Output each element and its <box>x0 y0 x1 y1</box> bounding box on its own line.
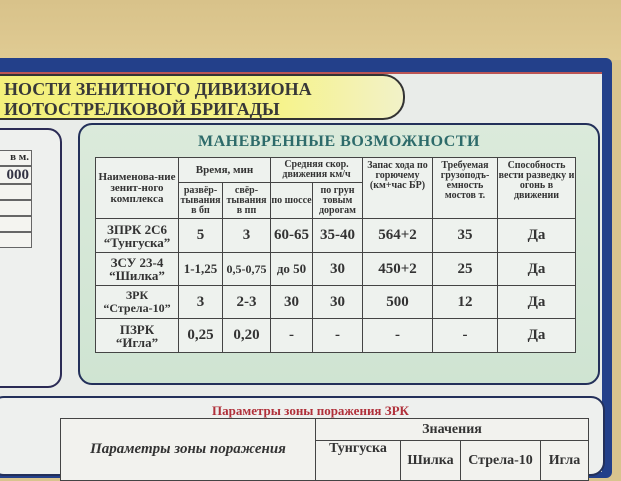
header-bridge: Требуемая грузоподъ-емность мостов т. <box>432 157 498 219</box>
ability: Да <box>497 252 576 286</box>
fuel-range: 500 <box>362 285 433 319</box>
left-header: в м. <box>0 150 32 166</box>
collapse-time: 0,5-0,75 <box>222 252 271 286</box>
left-cell <box>0 184 32 200</box>
ability: Да <box>497 318 576 353</box>
left-cell <box>0 232 32 248</box>
highway-speed: 30 <box>270 285 313 319</box>
system-name: ЗПРК 2С6 “Тунгуска” <box>95 218 179 253</box>
table-row: ЗСУ 23-4 “Шилка” 1-1,25 0,5-0,75 до 50 30… <box>95 252 576 286</box>
zone-system: Тунгуска <box>315 440 401 481</box>
zone-param-header: Параметры зоны поражения <box>60 418 316 481</box>
highway-speed: до 50 <box>270 252 313 286</box>
fuel-range: 564+2 <box>362 218 433 253</box>
ability: Да <box>497 218 576 253</box>
fuel-range: - <box>362 318 433 353</box>
zone-system: Стрела-10 <box>460 440 541 481</box>
system-name: ПЗРК “Игла” <box>95 318 179 353</box>
system-code: ЗРК <box>125 288 149 302</box>
system-title: “Стрела-10” <box>103 301 171 315</box>
deploy-time: 1-1,25 <box>178 252 223 286</box>
dirt-speed: 30 <box>312 252 363 286</box>
highway-speed: - <box>270 318 313 353</box>
zone-title: Параметры зоны поражения ЗРК <box>212 403 409 418</box>
system-title: “Игла” <box>115 334 159 350</box>
bridge-capacity: 25 <box>432 252 498 286</box>
banner-line-2: ИОТОСТРЕЛКОВОЙ БРИГАДЫ <box>4 99 280 119</box>
zone-system: Игла <box>540 440 589 481</box>
table-row: ЗРК “Стрела-10” 3 2-3 30 30 500 12 Да <box>95 285 576 319</box>
dirt-speed: 35-40 <box>312 218 363 253</box>
header-dirt: по грун товым дорогам <box>312 182 363 219</box>
system-code: ПЗРК <box>119 321 155 337</box>
zone-table: Параметры зоны поражения Значения Тунгус… <box>60 418 589 481</box>
header-range: Запас хода по горючему (км+час БР) <box>362 157 433 219</box>
header-speed: Средняя скор. движения км/ч <box>270 157 363 183</box>
zone-values-header: Значения <box>315 418 589 441</box>
bridge-capacity: 35 <box>432 218 498 253</box>
header-highway: по шоссе <box>270 182 313 219</box>
fuel-range: 450+2 <box>362 252 433 286</box>
maneuver-table: Наименова-ние зенит-ного комплекса Время… <box>95 157 576 353</box>
maneuver-title: МАНЕВРЕННЫЕ ВОЗМОЖНОСТИ <box>198 133 480 150</box>
system-title: “Шилка” <box>109 268 165 283</box>
left-value: 000 <box>0 166 32 184</box>
deploy-time: 0,25 <box>178 318 223 353</box>
system-code: ЗПРК 2С6 <box>107 221 167 237</box>
system-name: ЗРК “Стрела-10” <box>95 285 179 319</box>
header-deploy: развёр-тывания в бп <box>178 182 223 219</box>
header-time: Время, мин <box>178 157 271 183</box>
deploy-time: 5 <box>178 218 223 253</box>
banner-line-1: НОСТИ ЗЕНИТНОГО ДИВИЗИОНА <box>4 79 312 99</box>
system-title: “Тунгуска” <box>103 234 171 250</box>
zone-system: Шилка <box>400 440 461 481</box>
collapse-time: 0,20 <box>222 318 271 353</box>
header-collapse: свёр-тывания в пп <box>222 182 271 219</box>
system-code: ЗСУ 23-4 <box>110 255 164 270</box>
ability: Да <box>497 285 576 319</box>
left-cell <box>0 200 32 216</box>
deploy-time: 3 <box>178 285 223 319</box>
poster-banner: НОСТИ ЗЕНИТНОГО ДИВИЗИОНА ИОТОСТРЕЛКОВОЙ… <box>0 74 405 120</box>
table-row: ПЗРК “Игла” 0,25 0,20 - - - - Да <box>95 318 576 353</box>
system-name: ЗСУ 23-4 “Шилка” <box>95 252 179 286</box>
left-cell <box>0 216 32 232</box>
bridge-capacity: - <box>432 318 498 353</box>
dirt-speed: - <box>312 318 363 353</box>
collapse-time: 2-3 <box>222 285 271 319</box>
table-row: ЗПРК 2С6 “Тунгуска” 5 3 60-65 35-40 564+2… <box>95 218 576 253</box>
bridge-capacity: 12 <box>432 285 498 319</box>
collapse-time: 3 <box>222 218 271 253</box>
header-name: Наименова-ние зенит-ного комплекса <box>95 157 179 219</box>
header-ability: Способность вести разведку и огонь в дви… <box>497 157 576 219</box>
dirt-speed: 30 <box>312 285 363 319</box>
highway-speed: 60-65 <box>270 218 313 253</box>
wall <box>0 0 621 60</box>
